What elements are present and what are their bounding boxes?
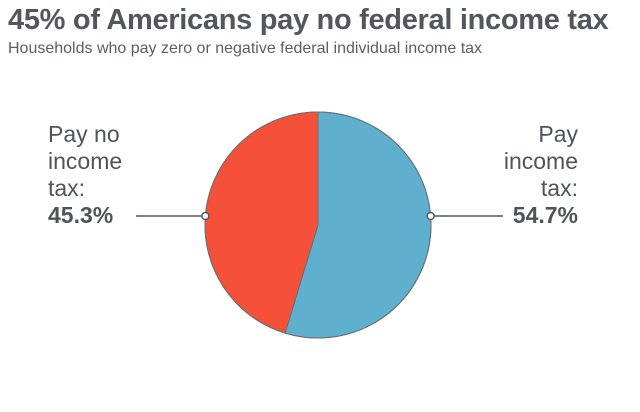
slice-value-label: 45.3% <box>48 202 114 228</box>
slice-label-pay-tax: Pay income tax: 54.7% <box>504 121 578 229</box>
slice-value-label: 54.7% <box>512 202 578 228</box>
slice-label-no-tax: Pay no income tax: 45.3% <box>48 121 122 229</box>
pie-slices <box>204 111 432 339</box>
pie-outline <box>204 111 432 339</box>
slice-label-line: income <box>48 148 123 174</box>
chart-title: 45% of Americans pay no federal income t… <box>8 4 609 36</box>
slice-label-line: tax: <box>48 175 86 201</box>
leader-lines <box>136 211 503 221</box>
chart-subtitle: Households who pay zero or negative fede… <box>8 40 483 57</box>
slice-label-line: Pay no <box>48 121 120 147</box>
slice-label-line: Pay <box>538 121 578 147</box>
slice-label-line: income <box>503 148 578 174</box>
leader-dot <box>426 211 435 221</box>
slice-label-line: tax: <box>540 175 578 201</box>
leader-dot <box>201 211 210 221</box>
